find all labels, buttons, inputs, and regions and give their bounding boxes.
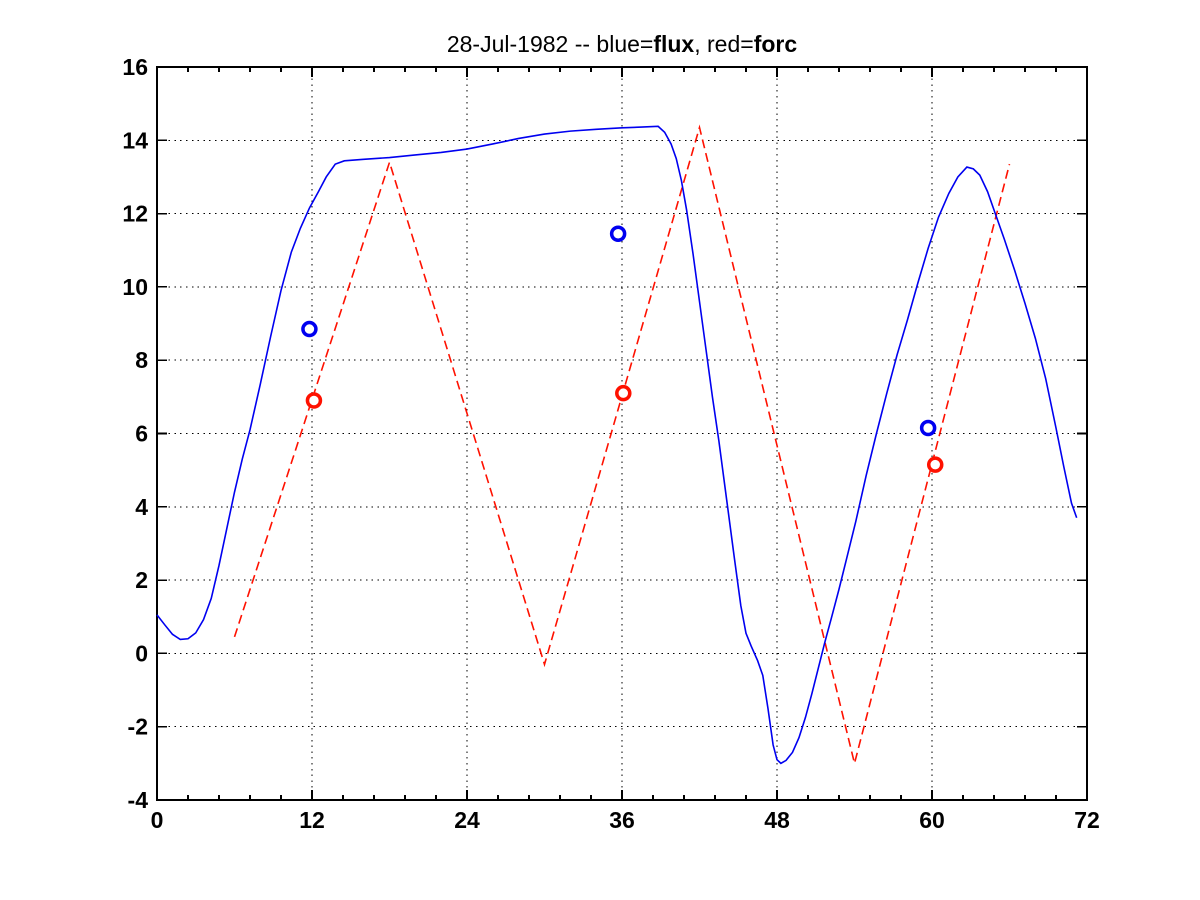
forc-marker <box>305 392 323 409</box>
series-forc-markers <box>305 384 944 473</box>
title-segment: , red= <box>694 31 754 57</box>
x-tick-label: 60 <box>919 807 945 833</box>
flux-marker <box>919 419 937 437</box>
y-tick-label: 16 <box>122 54 148 80</box>
y-tick-label: 6 <box>135 421 148 447</box>
x-tick-label: 0 <box>151 807 164 833</box>
title-segment: 28-Jul-1982 -- blue= <box>446 31 654 57</box>
y-tick-label: 14 <box>122 127 148 153</box>
x-tick-label: 48 <box>764 807 790 833</box>
chart-title: 28-Jul-1982 -- blue=flux, red=forc <box>157 31 1087 58</box>
series-flux-line <box>156 125 1078 765</box>
y-tick-label: 8 <box>135 347 148 373</box>
axis-ticks <box>156 66 1088 801</box>
title-segment: forc <box>753 31 798 57</box>
x-tick-label: 24 <box>454 807 480 833</box>
flux-marker <box>609 225 627 243</box>
y-tick-label: 2 <box>135 567 148 593</box>
series-flux-markers <box>301 225 937 437</box>
title-segment: flux <box>653 31 695 57</box>
x-tick-label: 72 <box>1074 807 1100 833</box>
y-tick-label: 4 <box>135 494 148 520</box>
forc-marker <box>615 384 632 402</box>
forc-marker <box>926 456 944 473</box>
y-tick-label: -2 <box>128 714 148 740</box>
y-tick-label: 0 <box>135 640 148 666</box>
x-tick-label: 12 <box>299 807 325 833</box>
y-tick-label: -4 <box>128 787 149 813</box>
flux-marker <box>301 320 318 338</box>
y-tick-label: 10 <box>122 274 148 300</box>
y-tick-label: 12 <box>122 201 148 227</box>
gridlines <box>157 67 1087 800</box>
x-tick-label: 36 <box>609 807 635 833</box>
